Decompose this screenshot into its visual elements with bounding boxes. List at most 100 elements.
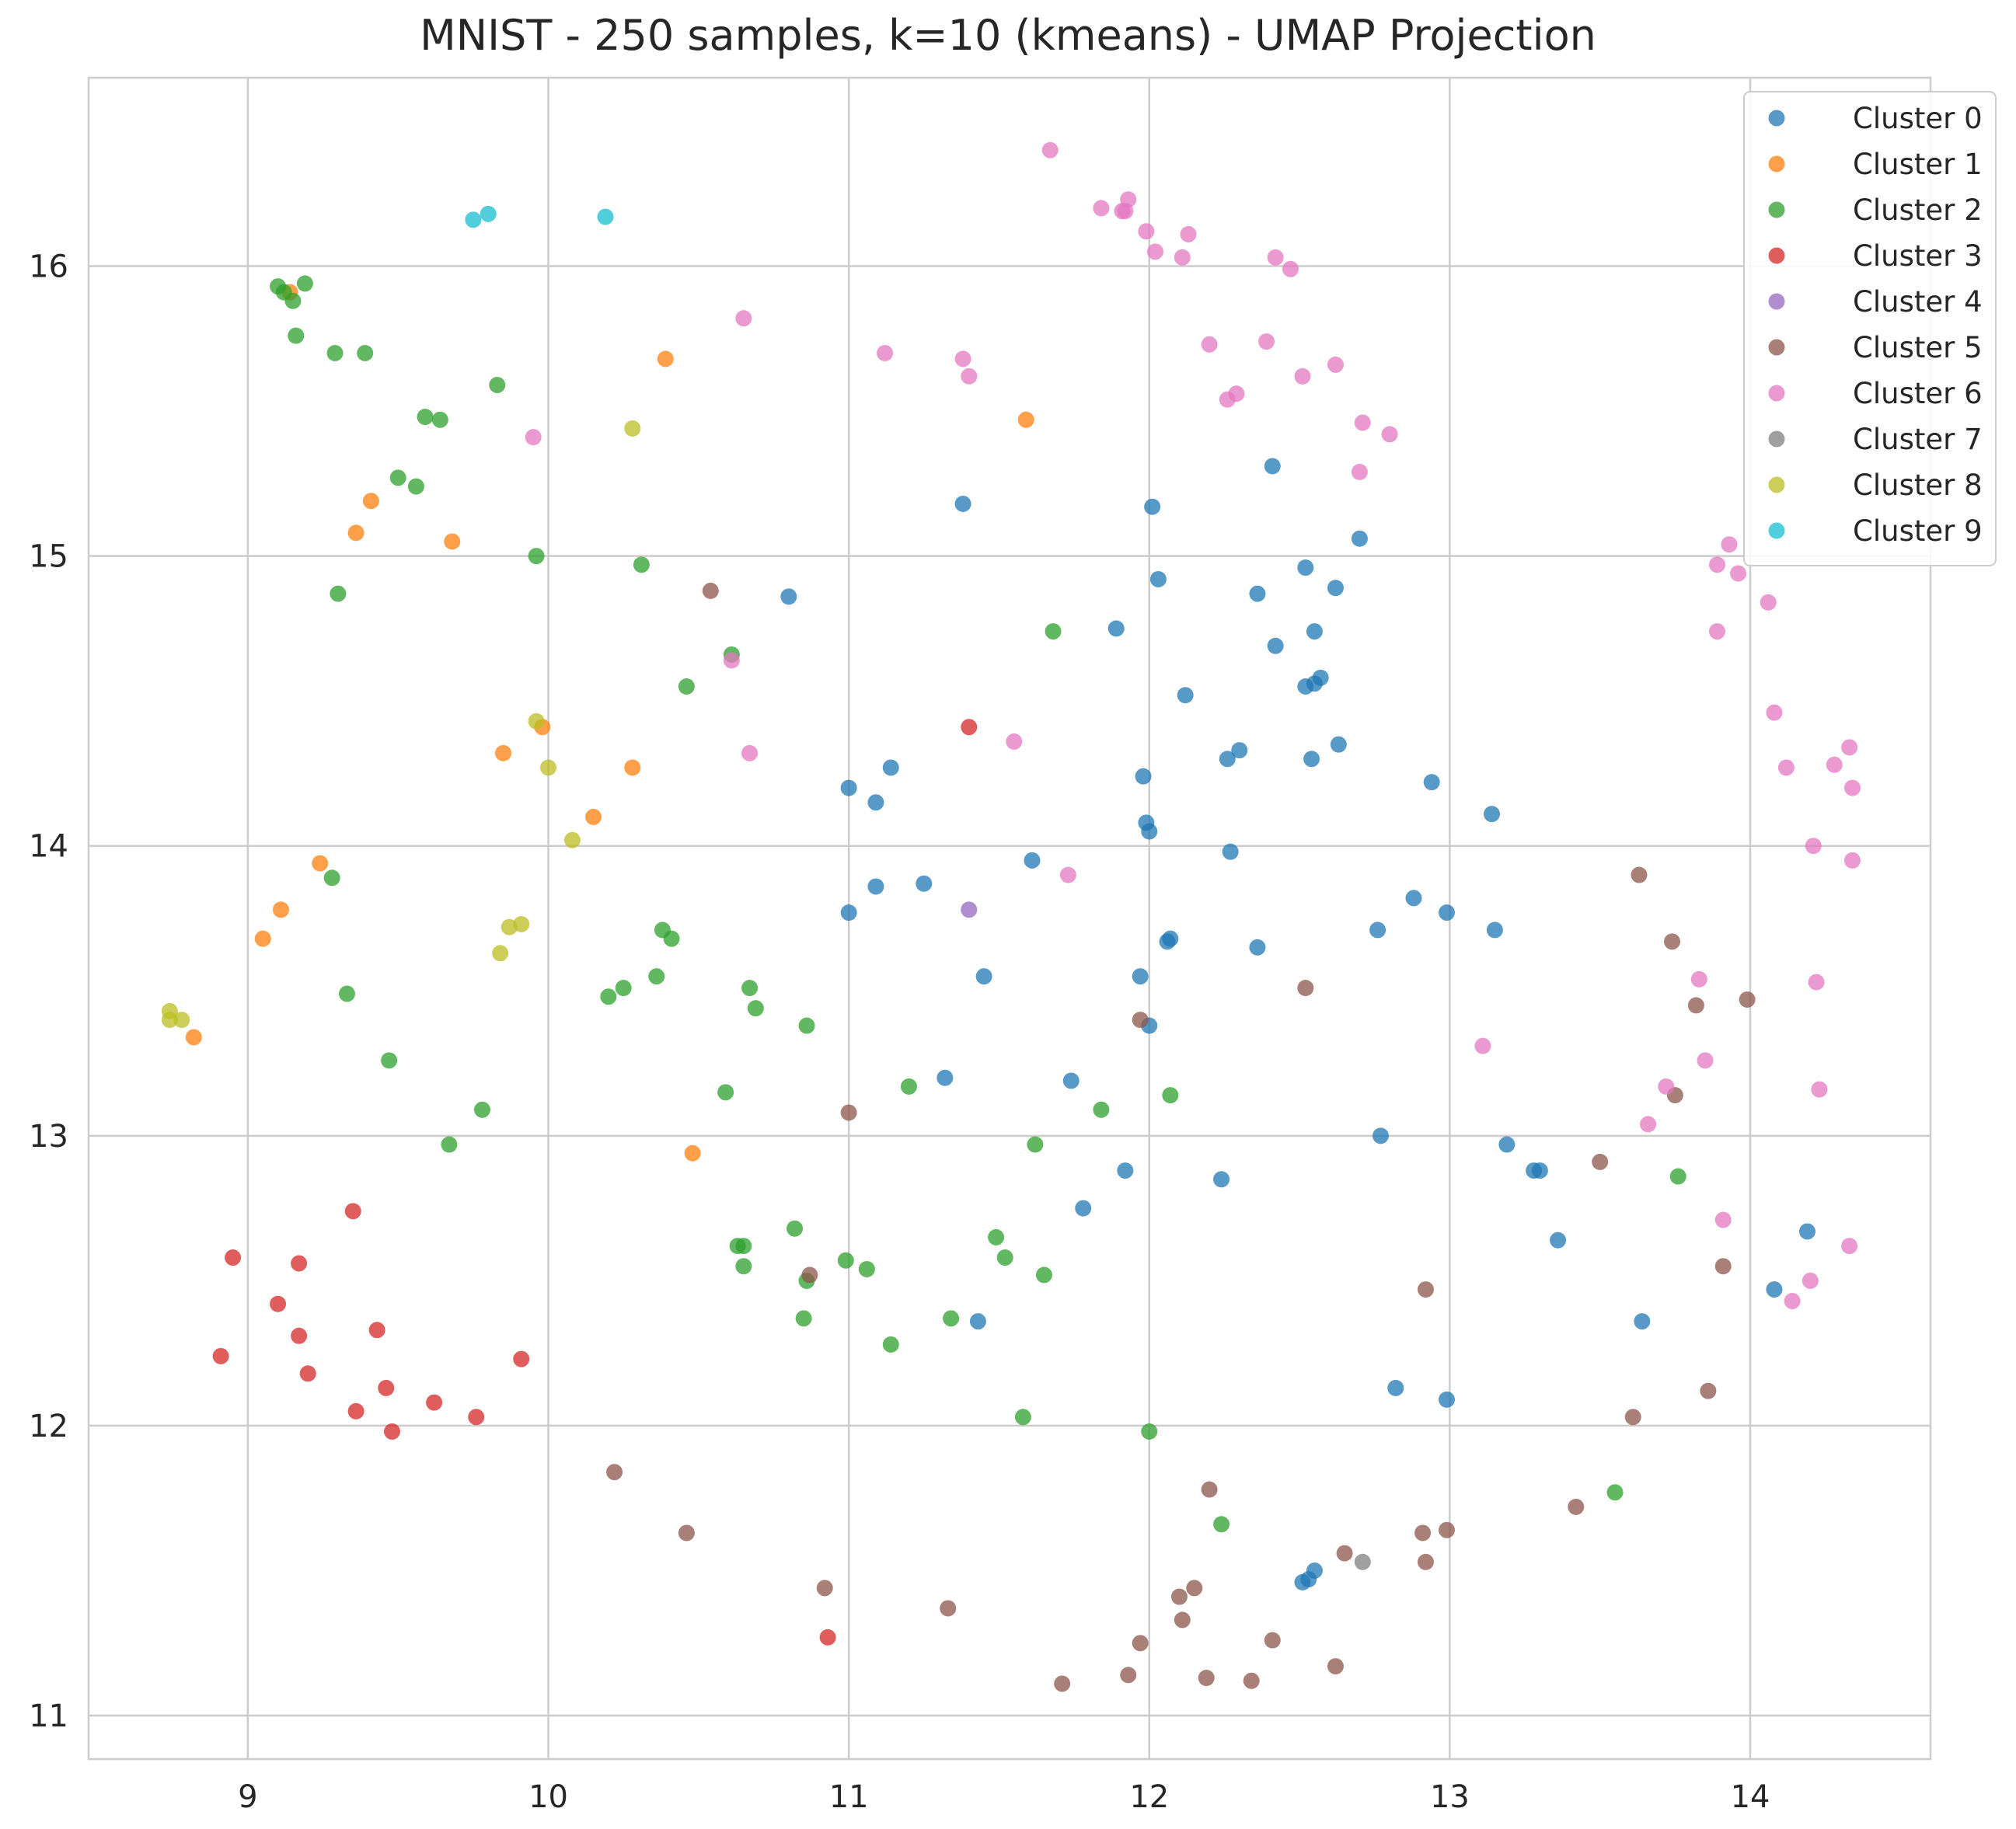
y-tick-label: 14 — [29, 829, 68, 865]
cluster-6-point — [723, 652, 740, 669]
legend-label: Cluster 4 — [1853, 285, 1983, 319]
cluster-6-point — [1730, 565, 1747, 582]
cluster-0-point — [1303, 751, 1320, 768]
legend-label: Cluster 7 — [1853, 423, 1983, 456]
cluster-3-point — [347, 1402, 364, 1420]
cluster-5-point — [1201, 1481, 1218, 1498]
cluster-2-point — [1669, 1168, 1686, 1185]
cluster-0-point — [969, 1313, 986, 1330]
cluster-2-point — [296, 275, 313, 292]
cluster-2-point — [837, 1252, 854, 1269]
cluster-6-point — [1640, 1116, 1657, 1133]
cluster-1-point — [585, 808, 602, 825]
cluster-6-point — [1327, 356, 1344, 373]
cluster-6-point — [1766, 704, 1783, 721]
cluster-0-point — [1531, 1162, 1548, 1179]
cluster-6-point — [1174, 249, 1191, 266]
cluster-9-point — [480, 205, 497, 222]
legend-marker — [1768, 155, 1785, 172]
cluster-6-point — [1474, 1037, 1491, 1054]
cluster-0-point — [867, 878, 884, 895]
cluster-2-point — [1014, 1409, 1031, 1426]
cluster-6-point — [1808, 974, 1825, 991]
cluster-8-point — [624, 420, 641, 437]
cluster-5-point — [1568, 1498, 1585, 1515]
legend-label: Cluster 3 — [1853, 239, 1983, 273]
cluster-0-point — [1484, 806, 1501, 823]
cluster-6-point — [1138, 223, 1155, 240]
cluster-0-point — [1024, 852, 1041, 869]
cluster-8-point — [501, 918, 518, 935]
cluster-6-point — [1841, 1238, 1858, 1255]
cluster-6-point — [1714, 1211, 1732, 1228]
grid — [89, 78, 1931, 1759]
cluster-6-point — [1294, 368, 1311, 385]
cluster-2-point — [407, 478, 424, 495]
cluster-8-point — [528, 712, 545, 730]
chart-title: MNIST - 250 samples, k=10 (kmeans) - UMA… — [420, 11, 1596, 60]
cluster-6-point — [1258, 333, 1275, 350]
cluster-2-point — [648, 968, 665, 985]
cluster-2-point — [1035, 1266, 1052, 1284]
cluster-5-point — [1174, 1611, 1191, 1629]
cluster-2-point — [357, 344, 374, 361]
cluster-6-point — [741, 744, 759, 761]
cluster-0-point — [1372, 1127, 1389, 1144]
cluster-5-point — [1700, 1382, 1717, 1399]
cluster-5-point — [702, 582, 719, 599]
cluster-0-point — [867, 794, 884, 811]
cluster-0-point — [1387, 1379, 1404, 1396]
cluster-2-point — [381, 1052, 398, 1069]
cluster-0-point — [1213, 1171, 1230, 1188]
cluster-2-point — [326, 344, 344, 361]
cluster-6-point — [1354, 414, 1371, 431]
cluster-6-point — [954, 350, 971, 368]
cluster-2-point — [996, 1249, 1013, 1266]
cluster-5-point — [816, 1580, 833, 1597]
cluster-2-point — [858, 1260, 875, 1277]
x-tick-label: 9 — [238, 1779, 257, 1815]
cluster-5-point — [1624, 1409, 1641, 1426]
y-tick-label: 11 — [29, 1698, 68, 1734]
cluster-1-point — [657, 350, 674, 368]
cluster-5-point — [1739, 991, 1756, 1008]
cluster-0-point — [936, 1069, 954, 1086]
cluster-2-point — [882, 1336, 899, 1353]
cluster-0-point — [1306, 623, 1323, 640]
cluster-4-point — [961, 901, 978, 918]
cluster-8-point — [161, 1012, 178, 1029]
cluster-6-point — [1708, 556, 1725, 573]
legend-marker — [1768, 201, 1785, 218]
cluster-7-point — [1354, 1553, 1371, 1570]
cluster-0-point — [1439, 904, 1456, 921]
cluster-0-point — [1369, 921, 1386, 939]
cluster-2-point — [489, 376, 506, 393]
legend-label: Cluster 9 — [1853, 514, 1983, 548]
cluster-6-point — [735, 310, 752, 327]
cluster-3-point — [383, 1423, 400, 1440]
x-tick-label: 11 — [829, 1779, 869, 1815]
cluster-2-point — [417, 409, 434, 426]
cluster-5-point — [606, 1464, 623, 1481]
legend-marker — [1768, 430, 1785, 448]
cluster-6-point — [1351, 463, 1368, 480]
cluster-3-point — [426, 1394, 443, 1411]
y-tick-label: 16 — [29, 249, 68, 285]
cluster-6-point — [1059, 866, 1076, 883]
cluster-2-point — [1093, 1101, 1110, 1118]
cluster-2-point — [798, 1017, 815, 1034]
cluster-0-point — [882, 759, 899, 776]
cluster-0-point — [840, 779, 857, 796]
cluster-2-point — [741, 980, 759, 997]
cluster-6-point — [1093, 200, 1110, 217]
y-tick-label: 13 — [29, 1119, 68, 1155]
cluster-3-point — [212, 1347, 229, 1364]
cluster-1-point — [347, 524, 364, 542]
cluster-9-point — [597, 208, 614, 225]
x-tick-label: 13 — [1430, 1779, 1470, 1815]
cluster-2-point — [1141, 1423, 1158, 1440]
cluster-2-point — [441, 1136, 458, 1153]
cluster-2-point — [787, 1220, 804, 1237]
cluster-6-point — [1381, 426, 1398, 443]
cluster-0-point — [1249, 585, 1266, 602]
